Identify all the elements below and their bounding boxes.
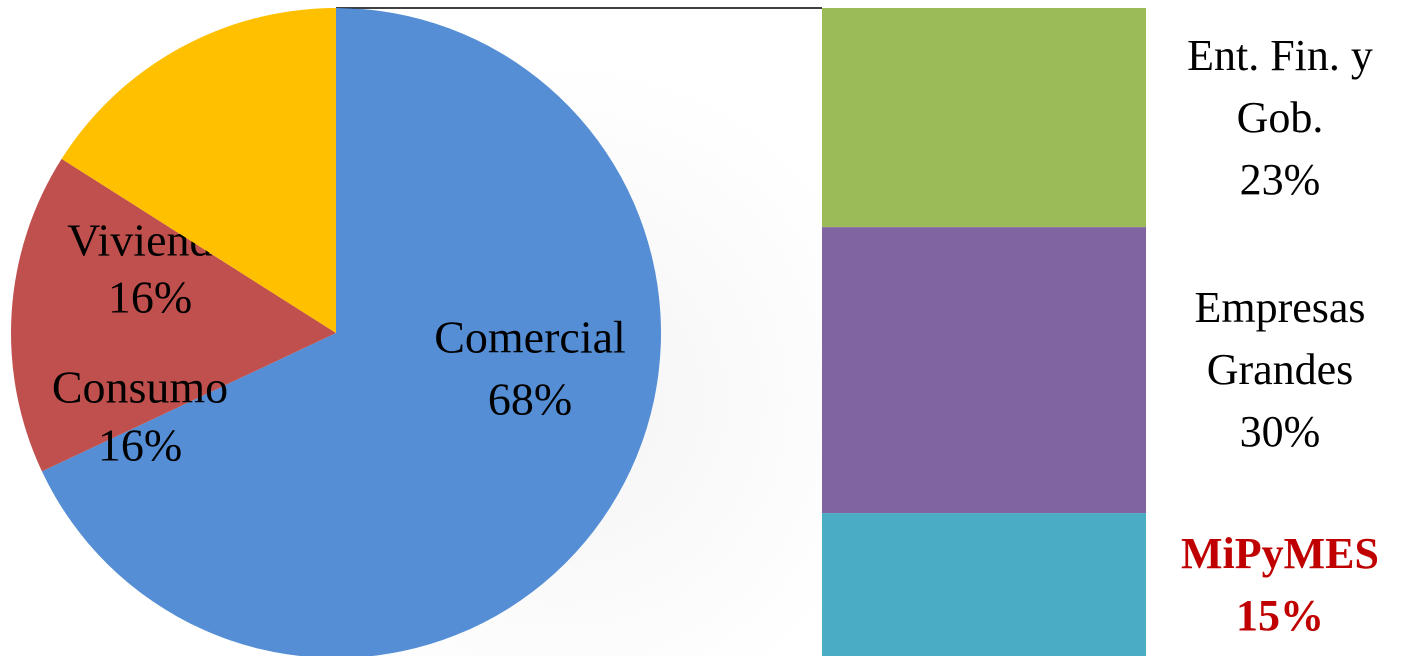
bar-category-label: Empresas Grandes: [1194, 283, 1366, 395]
slice-label: Comercial: [434, 312, 626, 363]
bar-value-label: 23%: [1239, 154, 1321, 204]
bar-label: MiPyMES 15%: [1146, 513, 1414, 656]
bar-value-label: 30%: [1239, 407, 1321, 457]
pie-slice: [10, 158, 336, 472]
bar-value-label: 15%: [1236, 590, 1324, 640]
pie-slice: [61, 8, 337, 333]
pie-slice: [41, 8, 661, 656]
bar-segment: [822, 8, 1146, 228]
bar-category-label: MiPyMES: [1181, 528, 1379, 578]
slice-label: Consumo: [52, 362, 228, 413]
bar-category-label: Ent. Fin. y Gob.: [1187, 30, 1373, 142]
bar-label: Empresas Grandes 30%: [1146, 227, 1414, 513]
bar-segment: [822, 227, 1146, 514]
bar-label: Ent. Fin. y Gob. 23%: [1146, 8, 1414, 227]
slice-value-label: 16%: [108, 272, 192, 323]
slice-value-label: 68%: [488, 374, 572, 425]
slice-value-label: 16%: [98, 420, 182, 471]
bar-segment: [822, 513, 1146, 656]
